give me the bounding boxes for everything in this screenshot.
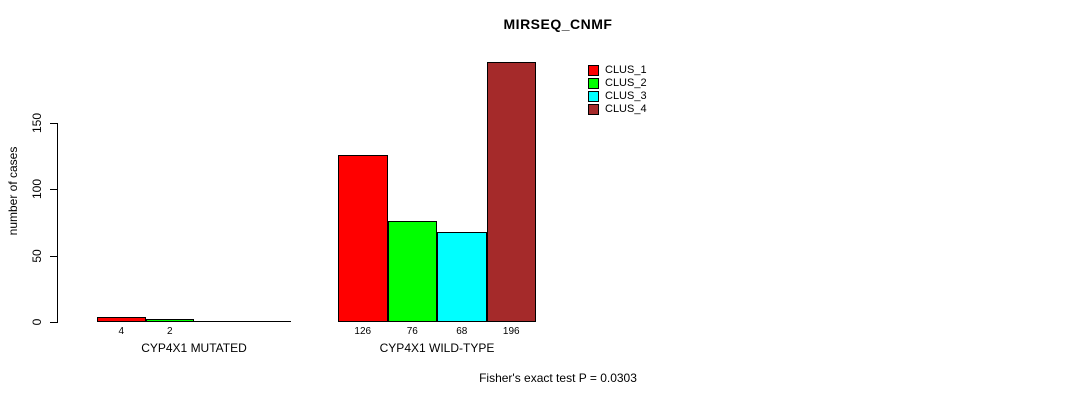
y-axis-tick-label: 50 bbox=[30, 248, 44, 263]
x-group-label: CYP4X1 WILD-TYPE bbox=[379, 341, 495, 355]
y-axis-tick bbox=[50, 189, 57, 191]
x-group-label: CYP4X1 MUTATED bbox=[141, 341, 247, 355]
legend-item-clus_2: CLUS_2 bbox=[588, 77, 647, 90]
y-axis-tick bbox=[50, 322, 57, 323]
legend-label: CLUS_1 bbox=[605, 64, 647, 76]
y-axis-tick-label: 100 bbox=[30, 179, 44, 200]
bar-clus_3-group2 bbox=[437, 232, 487, 322]
bar-value-label: 68 bbox=[456, 326, 468, 337]
legend-swatch-clus_3 bbox=[588, 91, 599, 102]
y-axis-line bbox=[57, 123, 58, 323]
fisher-test-annotation: Fisher's exact test P = 0.0303 bbox=[479, 371, 637, 385]
y-axis-tick-label: 0 bbox=[30, 318, 44, 326]
legend-label: CLUS_2 bbox=[605, 77, 647, 89]
legend-swatch-clus_1 bbox=[588, 65, 599, 76]
bar-clus_1-group1 bbox=[97, 317, 146, 322]
chart-title: MIRSEQ_CNMF bbox=[503, 16, 613, 32]
bar-value-label: 196 bbox=[502, 326, 520, 337]
legend-swatch-clus_2 bbox=[588, 78, 599, 89]
bar-value-label: 76 bbox=[406, 326, 418, 337]
y-axis-tick-label: 150 bbox=[30, 112, 44, 134]
legend: CLUS_1 CLUS_2 CLUS_3 CLUS_4 bbox=[588, 64, 647, 116]
bar-clus_2-group2 bbox=[387, 221, 437, 322]
bar-clus_4-group2 bbox=[486, 62, 536, 322]
y-axis-tick bbox=[50, 255, 57, 257]
bar-value-label: 2 bbox=[166, 326, 173, 337]
legend-item-clus_4: CLUS_4 bbox=[588, 103, 647, 116]
bar-value-label: 4 bbox=[118, 326, 125, 337]
legend-swatch-clus_4 bbox=[588, 104, 599, 115]
legend-label: CLUS_3 bbox=[605, 90, 647, 102]
y-axis-tick bbox=[50, 123, 57, 124]
bar-clus_1-group2 bbox=[338, 155, 388, 322]
legend-item-clus_3: CLUS_3 bbox=[588, 90, 647, 103]
legend-label: CLUS_4 bbox=[605, 103, 647, 115]
bar-clus_2-group1 bbox=[145, 319, 194, 322]
legend-item-clus_1: CLUS_1 bbox=[588, 64, 647, 77]
x-axis-baseline bbox=[97, 321, 291, 322]
bar-value-label: 126 bbox=[354, 326, 372, 337]
